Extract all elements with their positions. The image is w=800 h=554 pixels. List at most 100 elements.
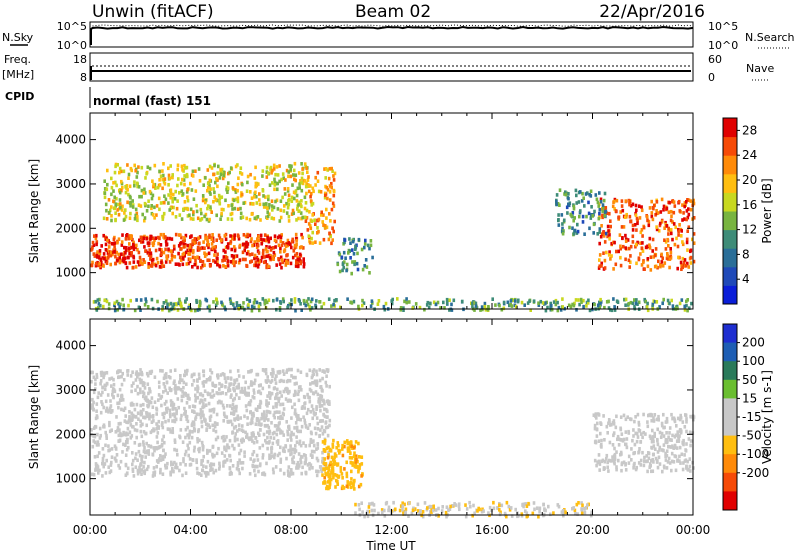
- velocity-cell: [233, 388, 236, 393]
- power-cell: [139, 298, 143, 302]
- velocity-cell: [159, 470, 162, 475]
- velocity-cell: [346, 441, 349, 446]
- power-cell: [624, 239, 628, 243]
- power-cell: [141, 262, 144, 266]
- power-cell: [162, 250, 166, 255]
- power-cell: [549, 308, 553, 312]
- power-cell: [125, 265, 129, 270]
- velocity-cell: [688, 430, 692, 435]
- power-cell: [248, 233, 252, 238]
- power-cell: [517, 298, 520, 303]
- power-cell: [317, 217, 321, 222]
- power-cell: [622, 244, 625, 249]
- velocity-cell: [268, 391, 271, 395]
- velocity-cell: [341, 484, 344, 489]
- velocity-cell: [647, 451, 651, 456]
- power-cell: [131, 199, 134, 203]
- velocity-cell: [215, 412, 219, 417]
- velocity-cell: [635, 439, 639, 444]
- velocity-cell: [334, 462, 337, 466]
- velocity-cell: [136, 458, 139, 462]
- velocity-cell: [454, 503, 458, 507]
- velocity-cell: [321, 369, 324, 373]
- power-cell: [119, 169, 123, 174]
- velocity-cell: [682, 461, 685, 465]
- power-cell: [557, 218, 560, 223]
- power-cell: [669, 218, 673, 223]
- power-cell: [208, 178, 212, 183]
- velocity-cell: [242, 375, 245, 379]
- power-cell: [246, 174, 250, 179]
- velocity-cell: [142, 465, 145, 469]
- power-cell: [179, 181, 183, 186]
- velocity-cell: [133, 407, 137, 412]
- velocity-cell: [182, 394, 185, 398]
- velocity-cell: [169, 369, 172, 373]
- velocity-cell: [289, 444, 292, 448]
- velocity-cell: [225, 448, 228, 453]
- velocity-cell: [176, 465, 179, 470]
- x-tick-label: 00:00: [73, 523, 108, 537]
- velocity-cell: [180, 394, 184, 399]
- power-cell: [124, 261, 128, 266]
- power-cell: [371, 255, 374, 260]
- velocity-cell: [354, 454, 358, 458]
- velocity-cell: [266, 394, 269, 398]
- velocity-cell: [337, 448, 340, 453]
- power-cell: [344, 256, 347, 260]
- power-cell: [249, 239, 253, 244]
- velocity-cell: [218, 399, 221, 404]
- power-cell: [616, 300, 620, 304]
- velocity-cell: [224, 392, 228, 396]
- velocity-cell: [287, 425, 290, 429]
- velocity-cell: [182, 380, 186, 385]
- power-cell: [576, 229, 580, 234]
- power-cell: [171, 173, 174, 177]
- velocity-cell: [160, 394, 164, 399]
- power-cell: [240, 172, 244, 176]
- velocity-cell: [381, 510, 384, 515]
- power-cell: [264, 247, 268, 251]
- power-cell: [94, 299, 97, 304]
- velocity-cell: [297, 398, 301, 403]
- velocity-cell: [310, 404, 314, 408]
- power-cell: [110, 241, 114, 246]
- velocity-cell: [261, 368, 265, 372]
- velocity-cell: [138, 465, 141, 470]
- velocity-cell: [418, 511, 421, 516]
- power-cell: [155, 256, 159, 261]
- velocity-cell: [239, 390, 242, 394]
- power-cell: [557, 213, 560, 217]
- velocity-cell: [266, 446, 269, 451]
- velocity-cell: [311, 455, 314, 459]
- power-cell: [624, 257, 627, 262]
- velocity-cell: [689, 414, 692, 419]
- power-cell: [256, 237, 259, 241]
- power-cell: [363, 264, 366, 268]
- velocity-cell: [674, 468, 678, 473]
- velocity-cell: [233, 435, 237, 440]
- power-cell: [680, 229, 683, 233]
- power-cell: [669, 250, 673, 255]
- power-cell: [195, 237, 199, 241]
- velocity-cell: [323, 475, 326, 480]
- power-cell: [677, 255, 680, 260]
- velocity-cell: [211, 408, 214, 412]
- velocity-cell: [299, 458, 302, 462]
- velocity-cell: [434, 508, 438, 512]
- power-cell: [183, 236, 186, 240]
- power-cell: [683, 258, 687, 262]
- power-cell: [240, 192, 244, 197]
- velocity-cell: [143, 381, 146, 386]
- velocity-cell: [421, 514, 425, 519]
- velocity-cell: [638, 447, 641, 451]
- velocity-cell: [211, 389, 214, 393]
- power-cell: [356, 251, 359, 256]
- velocity-cell: [665, 431, 668, 435]
- power-cell: [124, 251, 127, 255]
- power-ytick-label: 3000: [55, 177, 86, 191]
- velocity-cell: [139, 387, 142, 391]
- power-cell: [332, 174, 335, 178]
- power-cell: [163, 200, 166, 205]
- power-cell: [110, 176, 113, 181]
